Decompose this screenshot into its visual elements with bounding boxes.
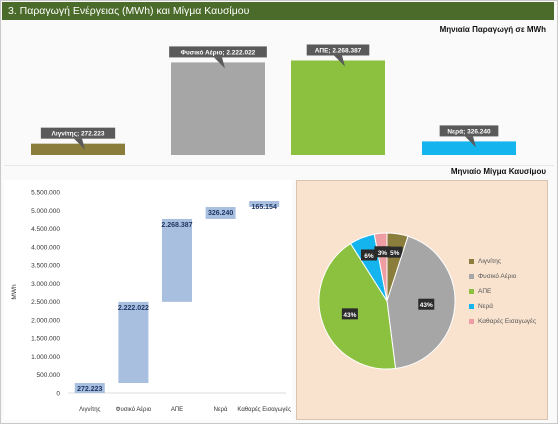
waterfall-bar-2 [162, 218, 192, 302]
y-tick-label-4: 2.000.000 [31, 317, 60, 324]
pie-legend: Λιγνίτης Φυσικό Αέριο ΑΠΕ Νερά Καθαρές Εισαγ… [469, 254, 536, 329]
fuel-mix-pie-chart: 5% 43% 43% 6% 3% [318, 232, 456, 370]
legend-item-0: Λιγνίτης [469, 254, 536, 269]
section-divider [4, 165, 554, 166]
legend-item-4: Καθαρές Εισαγωγές [469, 314, 536, 329]
waterfall-panel: 0 500.000 1.000.000 1.500.000 2.000.000 2.500… [4, 180, 292, 420]
pie-data-label-2: 43% [343, 312, 356, 319]
legend-label-0: Λιγνίτης [478, 258, 502, 265]
x-category-label-0: Λιγνίτης [79, 407, 100, 413]
production-data-label-0: Λιγνίτης; 272.223 [52, 131, 105, 138]
legend-swatch-1 [469, 274, 474, 279]
y-tick-label-3: 1.500.000 [31, 336, 60, 343]
y-tick-label-8: 4.000.000 [31, 244, 60, 251]
waterfall-data-label-0: 272.223 [77, 386, 102, 393]
pie-label-box-2 [341, 308, 358, 320]
y-tick-label-5: 2.500.000 [31, 299, 60, 306]
production-bar-0 [31, 143, 125, 155]
pie-data-label-3: 6% [364, 253, 374, 260]
section-header: 3. Παραγωγή Ενέργειας (MWh) και Μίγμα Κα… [2, 2, 554, 20]
production-bar-3 [422, 141, 516, 155]
callout-pointer-3 [465, 136, 476, 148]
x-category-label-3: Νερά [214, 406, 228, 413]
callout-pointer-0 [74, 138, 85, 150]
y-tick-label-1: 500.000 [37, 372, 61, 379]
waterfall-data-label-2: 2.268.387 [161, 222, 192, 229]
pie-slice-2 [318, 242, 397, 370]
production-bar-2 [291, 60, 385, 156]
waterfall-data-label-3: 326.240 [208, 210, 233, 217]
pie-label-box-3 [360, 249, 377, 261]
callout-box-2 [306, 44, 370, 56]
waterfall-data-label-4: 165.154 [252, 204, 277, 211]
y-tick-label-6: 3.000.000 [31, 281, 60, 288]
production-data-label-3: Νερά; 326.240 [447, 128, 491, 135]
y-tick-label-2: 1.000.000 [31, 354, 60, 361]
legend-swatch-4 [469, 319, 474, 324]
y-tick-label-7: 3.500.000 [31, 263, 60, 270]
pie-data-label-4: 3% [378, 250, 388, 257]
y-tick-label-10: 5.000.000 [31, 208, 60, 215]
pie-data-label-1: 43% [420, 302, 433, 309]
monthly-production-title: Μηνιαία Παραγωγή σε MWh [439, 25, 546, 34]
legend-item-1: Φυσικό Αέριο [469, 269, 536, 284]
waterfall-data-label-1: 2.222.022 [118, 305, 149, 312]
callout-box-1 [169, 46, 267, 58]
waterfall-chart: 0 500.000 1.000.000 1.500.000 2.000.000 2.500… [11, 190, 291, 414]
legend-swatch-0 [469, 259, 474, 264]
production-bar-1 [171, 62, 265, 155]
production-data-label-1: Φυσικό Αέριο; 2.222.022 [181, 49, 256, 56]
pie-label-box-4 [374, 246, 391, 258]
pie-label-box-1 [418, 298, 435, 310]
x-category-label-2: ΑΠΕ [171, 407, 183, 413]
fuel-mix-panel: 5% 43% 43% 6% 3% Λιγνίτης Φυσικό Αέριο ΑΠΕ Νερά… [296, 180, 548, 420]
y-axis-label: MWh [11, 284, 18, 300]
fuel-mix-title: Μηνιαίο Μίγμα Καυσίμου [450, 167, 546, 176]
legend-label-3: Νερά [478, 303, 494, 310]
y-tick-label-9: 4.500.000 [31, 226, 60, 233]
x-category-label-1: Φυσικό Αέριο [116, 406, 152, 413]
pie-label-box-0 [386, 246, 403, 258]
callout-pointer-1 [214, 57, 225, 69]
y-tick-label-0: 0 [56, 391, 60, 398]
waterfall-bar-3 [205, 207, 236, 219]
production-data-label-2: ΑΠΕ; 2.268.387 [315, 47, 362, 54]
legend-swatch-3 [469, 304, 474, 309]
waterfall-bar-4 [249, 200, 280, 208]
x-category-label-4: Καθαρές Εισαγωγές [237, 406, 291, 413]
callout-pointer-2 [334, 55, 345, 67]
monthly-production-chart: Λιγνίτης; 272.223 Φυσικό Αέριο; 2.222.022… [31, 44, 516, 156]
y-tick-label-11: 5.500.000 [31, 190, 60, 197]
callout-box-3 [439, 125, 499, 137]
legend-label-2: ΑΠΕ [478, 288, 492, 295]
legend-item-3: Νερά [469, 299, 536, 314]
legend-label-1: Φυσικό Αέριο [478, 273, 517, 280]
pie-data-label-0: 5% [390, 250, 400, 257]
waterfall-bar-1 [118, 301, 149, 384]
callout-box-0 [40, 127, 116, 139]
legend-swatch-2 [469, 289, 474, 294]
legend-label-4: Καθαρές Εισαγωγές [478, 318, 537, 325]
waterfall-bar-0 [74, 383, 105, 393]
legend-item-2: ΑΠΕ [469, 284, 536, 299]
